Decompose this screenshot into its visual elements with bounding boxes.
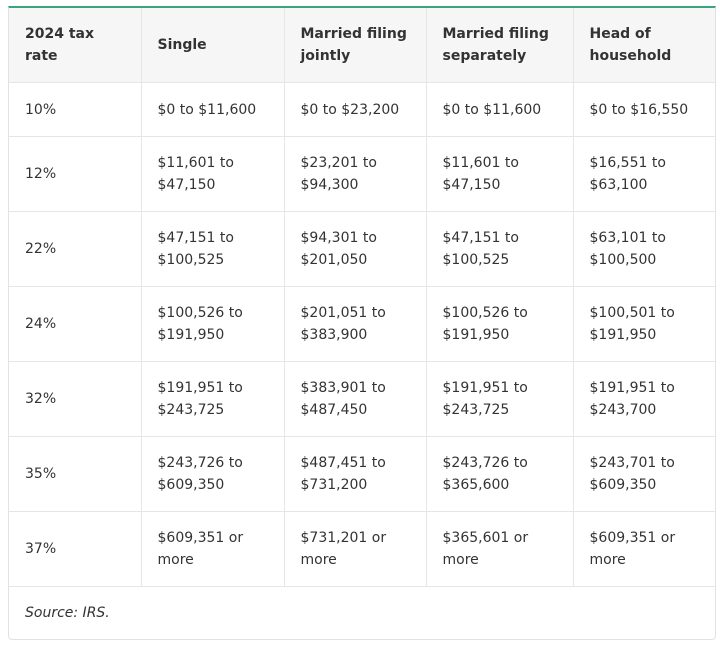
source-note: Source: IRS.: [25, 605, 110, 621]
table-body: 10% $0 to $11,600 $0 to $23,200 $0 to $11,6…: [9, 82, 715, 587]
table-row: 32% $191,951 to $243,725 $383,901 to $487,…: [9, 361, 715, 437]
bracket-cell: $609,351 or more: [141, 511, 285, 587]
bracket-cell: $100,501 to $191,950: [573, 286, 715, 362]
table-row: 10% $0 to $11,600 $0 to $23,200 $0 to $11,6…: [9, 82, 715, 137]
table-row: 37% $609,351 or more $731,201 or more $365,…: [9, 511, 715, 587]
bracket-cell: $487,451 to $731,200: [284, 436, 427, 512]
bracket-cell: $23,201 to $94,300: [284, 136, 427, 212]
header-cell: 2024 tax rate: [9, 8, 142, 83]
bracket-cell: $100,526 to $191,950: [426, 286, 574, 362]
header-row: 2024 tax rate Single Married filing jointl…: [9, 8, 715, 83]
header-cell: Head of household: [573, 8, 715, 83]
table-row: 24% $100,526 to $191,950 $201,051 to $383,…: [9, 286, 715, 362]
bracket-cell: $94,301 to $201,050: [284, 211, 427, 287]
bracket-cell: $47,151 to $100,525: [426, 211, 574, 287]
bracket-cell: $731,201 or more: [284, 511, 427, 587]
bracket-cell: $191,951 to $243,725: [426, 361, 574, 437]
table-row: 22% $47,151 to $100,525 $94,301 to $201,05…: [9, 211, 715, 287]
rate-cell: 22%: [9, 211, 142, 287]
bracket-cell: $11,601 to $47,150: [141, 136, 285, 212]
bracket-cell: $0 to $11,600: [426, 82, 574, 137]
rate-cell: 37%: [9, 511, 142, 587]
bracket-cell: $383,901 to $487,450: [284, 361, 427, 437]
header-cell: Single: [141, 8, 285, 83]
bracket-cell: $609,351 or more: [573, 511, 715, 587]
bracket-cell: $100,526 to $191,950: [141, 286, 285, 362]
rate-cell: 32%: [9, 361, 142, 437]
bracket-cell: $191,951 to $243,700: [573, 361, 715, 437]
bracket-cell: $16,551 to $63,100: [573, 136, 715, 212]
table-row: 35% $243,726 to $609,350 $487,451 to $731,…: [9, 436, 715, 512]
bracket-cell: $0 to $23,200: [284, 82, 427, 137]
bracket-cell: $365,601 or more: [426, 511, 574, 587]
bracket-cell: $191,951 to $243,725: [141, 361, 285, 437]
bracket-cell: $243,726 to $365,600: [426, 436, 574, 512]
header-cell: Married filing jointly: [284, 8, 427, 83]
bracket-cell: $243,701 to $609,350: [573, 436, 715, 512]
bracket-cell: $11,601 to $47,150: [426, 136, 574, 212]
bracket-cell: $0 to $16,550: [573, 82, 715, 137]
bracket-cell: $63,101 to $100,500: [573, 211, 715, 287]
bracket-cell: $201,051 to $383,900: [284, 286, 427, 362]
tax-table-card: 2024 tax rate Single Married filing jointl…: [8, 6, 716, 640]
table-row: 12% $11,601 to $47,150 $23,201 to $94,300 $…: [9, 136, 715, 212]
bracket-cell: $47,151 to $100,525: [141, 211, 285, 287]
tax-table: 2024 tax rate Single Married filing jointl…: [9, 8, 715, 587]
rate-cell: 35%: [9, 436, 142, 512]
bracket-cell: $0 to $11,600: [141, 82, 285, 137]
rate-cell: 10%: [9, 82, 142, 137]
rate-cell: 12%: [9, 136, 142, 212]
header-cell: Married filing separately: [426, 8, 574, 83]
bracket-cell: $243,726 to $609,350: [141, 436, 285, 512]
rate-cell: 24%: [9, 286, 142, 362]
